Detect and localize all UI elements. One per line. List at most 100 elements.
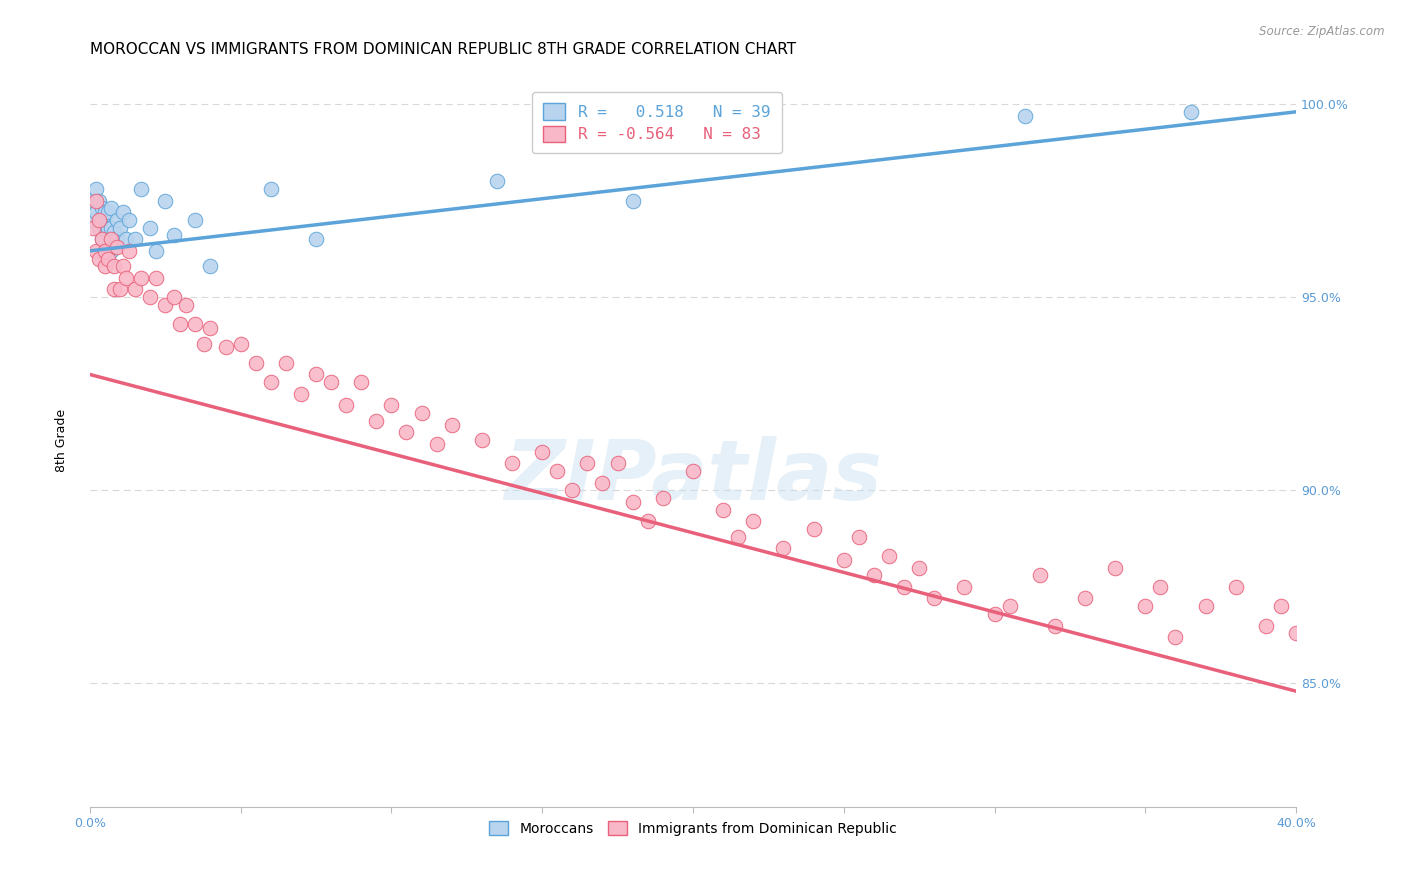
Point	[983, 607, 1005, 621]
Point	[145, 244, 167, 258]
Text: ZIPatlas: ZIPatlas	[503, 436, 882, 517]
Point	[84, 205, 107, 219]
Point	[651, 491, 673, 505]
Point	[108, 220, 131, 235]
Point	[1074, 591, 1097, 606]
Y-axis label: 8th Grade: 8th Grade	[55, 409, 67, 472]
Point	[621, 495, 644, 509]
Point	[115, 232, 138, 246]
Point	[84, 194, 107, 208]
Point	[163, 290, 186, 304]
Point	[97, 220, 120, 235]
Point	[111, 205, 134, 219]
Point	[115, 271, 138, 285]
Text: MOROCCAN VS IMMIGRANTS FROM DOMINICAN REPUBLIC 8TH GRADE CORRELATION CHART: MOROCCAN VS IMMIGRANTS FROM DOMINICAN RE…	[90, 42, 796, 57]
Point	[124, 283, 146, 297]
Point	[145, 271, 167, 285]
Point	[108, 283, 131, 297]
Point	[848, 530, 870, 544]
Point	[440, 417, 463, 432]
Point	[591, 475, 613, 490]
Point	[546, 464, 568, 478]
Point	[82, 194, 104, 208]
Point	[176, 298, 198, 312]
Point	[305, 232, 328, 246]
Point	[105, 213, 128, 227]
Point	[380, 398, 402, 412]
Point	[832, 553, 855, 567]
Point	[908, 560, 931, 574]
Point	[129, 182, 152, 196]
Point	[290, 386, 312, 401]
Point	[200, 321, 222, 335]
Point	[214, 340, 236, 354]
Point	[727, 530, 749, 544]
Point	[103, 283, 125, 297]
Point	[471, 433, 494, 447]
Point	[863, 568, 886, 582]
Point	[118, 244, 141, 258]
Point	[485, 174, 508, 188]
Point	[184, 213, 207, 227]
Point	[87, 213, 110, 227]
Point	[953, 580, 976, 594]
Point	[922, 591, 945, 606]
Point	[82, 220, 104, 235]
Point	[711, 502, 734, 516]
Point	[1270, 599, 1292, 614]
Point	[84, 182, 107, 196]
Point	[100, 202, 122, 216]
Point	[129, 271, 152, 285]
Point	[103, 225, 125, 239]
Point	[94, 260, 117, 274]
Point	[90, 232, 112, 246]
Point	[877, 549, 900, 563]
Point	[621, 194, 644, 208]
Point	[1225, 580, 1247, 594]
Point	[501, 456, 523, 470]
Point	[1135, 599, 1157, 614]
Point	[103, 240, 125, 254]
Point	[1014, 109, 1036, 123]
Point	[682, 464, 704, 478]
Point	[366, 414, 388, 428]
Point	[87, 194, 110, 208]
Point	[395, 425, 418, 440]
Point	[100, 244, 122, 258]
Point	[90, 213, 112, 227]
Point	[531, 444, 554, 458]
Point	[305, 368, 328, 382]
Point	[124, 232, 146, 246]
Point	[1180, 104, 1202, 119]
Point	[1104, 560, 1126, 574]
Point	[111, 260, 134, 274]
Point	[118, 213, 141, 227]
Point	[90, 202, 112, 216]
Text: Source: ZipAtlas.com: Source: ZipAtlas.com	[1260, 25, 1385, 38]
Point	[260, 375, 283, 389]
Point	[87, 252, 110, 266]
Point	[184, 318, 207, 332]
Point	[245, 356, 267, 370]
Point	[94, 244, 117, 258]
Point	[105, 240, 128, 254]
Point	[100, 220, 122, 235]
Point	[105, 232, 128, 246]
Point	[163, 228, 186, 243]
Point	[139, 290, 162, 304]
Point	[200, 260, 222, 274]
Legend: Moroccans, Immigrants from Dominican Republic: Moroccans, Immigrants from Dominican Rep…	[481, 813, 905, 844]
Point	[1149, 580, 1171, 594]
Point	[97, 205, 120, 219]
Point	[90, 232, 112, 246]
Point	[772, 541, 794, 556]
Point	[139, 220, 162, 235]
Point	[1043, 618, 1066, 632]
Point	[87, 220, 110, 235]
Point	[350, 375, 373, 389]
Point	[153, 194, 176, 208]
Point	[637, 514, 659, 528]
Point	[260, 182, 283, 196]
Point	[82, 213, 104, 227]
Point	[229, 336, 252, 351]
